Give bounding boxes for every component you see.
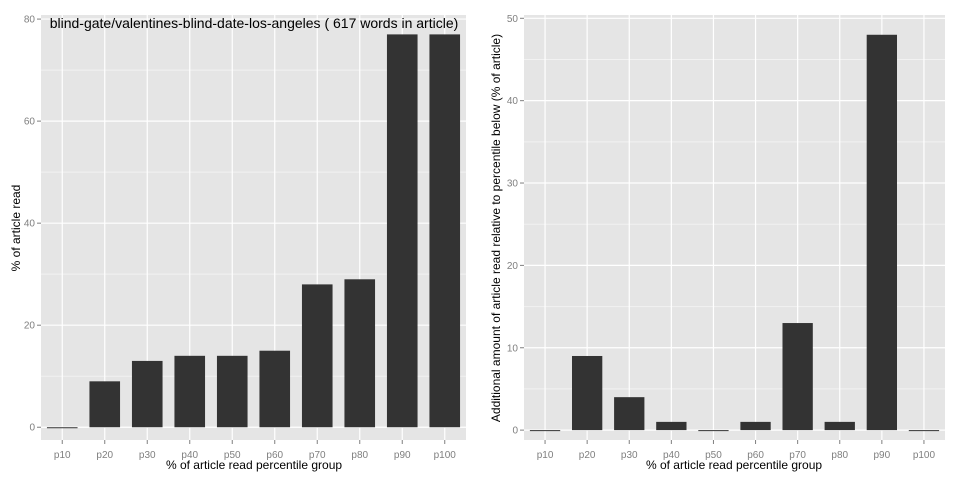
x-tick-label: p10 bbox=[54, 450, 71, 461]
x-tick-label: p90 bbox=[874, 450, 891, 461]
x-tick-label: p70 bbox=[309, 450, 326, 461]
bar-p70 bbox=[782, 323, 813, 431]
bar-p10 bbox=[529, 430, 561, 432]
x-tick-label: p100 bbox=[434, 450, 457, 461]
x-tick-label: p50 bbox=[224, 450, 241, 461]
chart-panel-1: 0 20 40 60 80 p10 p20 p30 p40 p50 p60 p70 p80 p90 p100… bbox=[9, 15, 466, 472]
bar-p90 bbox=[386, 34, 418, 428]
x-tick-label: p100 bbox=[913, 450, 936, 461]
chart-title: blind-gate/valentines-blind-date-los-ang… bbox=[50, 15, 459, 31]
y-tick-label: 50 bbox=[507, 14, 519, 25]
x-tick-label: p80 bbox=[351, 450, 368, 461]
x-tick-label: p60 bbox=[266, 450, 283, 461]
bar-p60 bbox=[259, 350, 291, 428]
bar-p90 bbox=[866, 34, 898, 431]
x-axis-title: % of article read percentile group bbox=[646, 458, 822, 472]
bar-p50 bbox=[216, 355, 248, 428]
chart-panel-2: 0 10 20 30 40 50 p10 p20 p30 p40 p50 p60 p70 p80 p90 p1… bbox=[489, 14, 945, 472]
y-tick-label: 20 bbox=[24, 321, 36, 332]
bar-p80 bbox=[344, 279, 376, 428]
y-tick-label: 0 bbox=[29, 423, 35, 434]
bar-p100 bbox=[429, 34, 461, 428]
bar-p40 bbox=[656, 421, 687, 431]
y-tick-label: 60 bbox=[24, 117, 36, 128]
y-tick-label: 80 bbox=[24, 15, 36, 26]
y-tick-label: 20 bbox=[507, 261, 519, 272]
y-tick-label: 40 bbox=[24, 219, 36, 230]
x-tick-label: p10 bbox=[537, 450, 554, 461]
bar-p10 bbox=[46, 427, 78, 429]
x-tick-label: p20 bbox=[579, 450, 596, 461]
x-tick-label: p50 bbox=[705, 450, 722, 461]
y-tick-label: 40 bbox=[507, 96, 519, 107]
x-tick-label: p30 bbox=[139, 450, 156, 461]
x-tick-label: p70 bbox=[789, 450, 806, 461]
bar-p80 bbox=[824, 421, 855, 431]
bar-p100 bbox=[908, 430, 940, 432]
x-tick-label: p90 bbox=[394, 450, 411, 461]
bar-p30 bbox=[131, 360, 163, 428]
y-axis-title: Additional amount of article read relati… bbox=[489, 34, 503, 422]
x-tick-label: p60 bbox=[747, 450, 764, 461]
x-tick-label: p20 bbox=[96, 450, 113, 461]
x-axis-title: % of article read percentile group bbox=[166, 458, 342, 472]
bar-p20 bbox=[89, 381, 121, 428]
y-axis-title: % of article read bbox=[9, 185, 23, 272]
y-tick-label: 30 bbox=[507, 179, 519, 190]
bar-p20 bbox=[571, 355, 603, 431]
bar-p30 bbox=[614, 397, 645, 431]
x-tick-label: p80 bbox=[831, 450, 848, 461]
y-tick-label: 0 bbox=[512, 426, 518, 437]
x-tick-label: p40 bbox=[663, 450, 680, 461]
y-tick-label: 10 bbox=[507, 343, 519, 354]
x-tick-label: p40 bbox=[181, 450, 198, 461]
bar-p40 bbox=[174, 355, 206, 428]
bar-p70 bbox=[301, 284, 333, 428]
bar-p60 bbox=[740, 421, 771, 431]
bar-p50 bbox=[698, 430, 729, 432]
x-tick-label: p30 bbox=[621, 450, 638, 461]
